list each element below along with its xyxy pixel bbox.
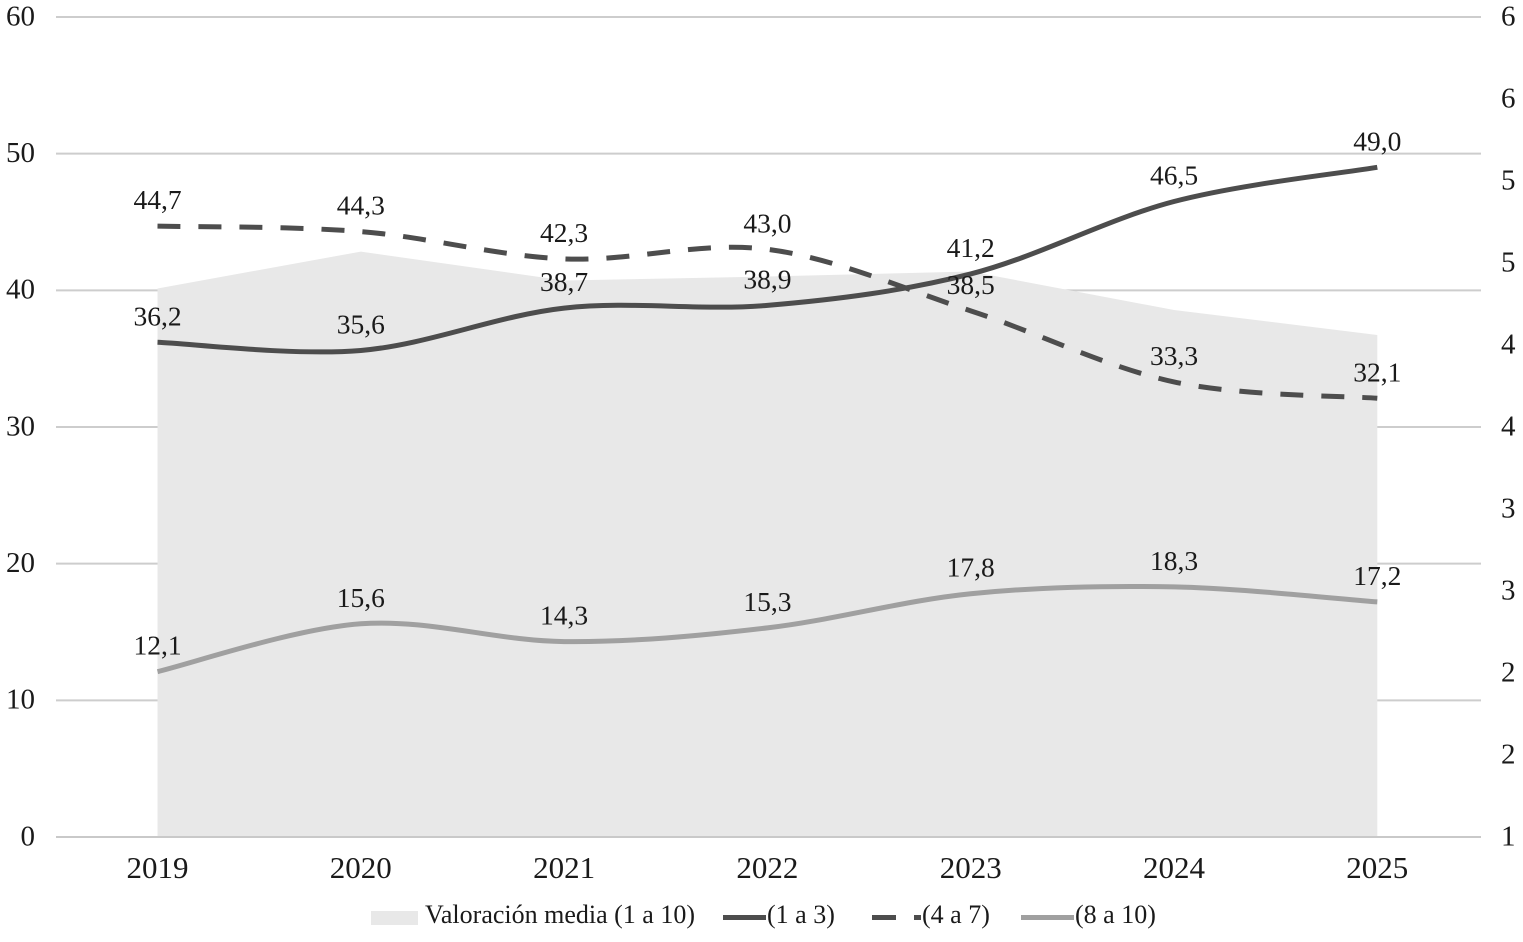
svg-text:12,1: 12,1 [133,630,181,661]
svg-text:42,3: 42,3 [540,217,588,248]
svg-text:17,2: 17,2 [1353,560,1401,591]
svg-text:6: 6 [1501,82,1516,114]
svg-text:Valoración media (1 a 10): Valoración media (1 a 10) [425,900,695,929]
svg-text:5: 5 [1501,164,1516,196]
svg-text:2: 2 [1501,738,1516,770]
svg-text:33,3: 33,3 [1150,340,1198,371]
svg-text:2022: 2022 [736,850,798,885]
svg-text:41,2: 41,2 [947,232,995,263]
svg-text:46,5: 46,5 [1150,160,1198,191]
svg-text:30: 30 [6,410,35,442]
svg-text:18,3: 18,3 [1150,545,1198,576]
svg-text:44,7: 44,7 [133,184,181,215]
svg-text:1: 1 [1501,820,1516,852]
svg-text:2020: 2020 [330,850,392,885]
svg-text:10: 10 [6,684,35,716]
svg-text:2: 2 [1501,656,1516,688]
svg-text:49,0: 49,0 [1353,125,1401,156]
svg-text:4: 4 [1501,410,1516,442]
svg-text:14,3: 14,3 [540,600,588,631]
svg-text:0: 0 [21,820,36,852]
svg-text:2023: 2023 [940,850,1002,885]
svg-text:(1 a 3): (1 a 3) [767,900,835,929]
svg-text:(8 a 10): (8 a 10) [1075,900,1156,929]
svg-text:43,0: 43,0 [743,207,791,238]
svg-text:20: 20 [6,547,35,579]
svg-text:50: 50 [6,137,35,169]
svg-text:15,3: 15,3 [743,586,791,617]
svg-text:38,5: 38,5 [947,269,995,300]
svg-text:60: 60 [6,0,35,32]
svg-text:(4 a 7): (4 a 7) [922,900,990,929]
svg-text:40: 40 [6,274,35,306]
svg-text:4: 4 [1501,328,1516,360]
svg-text:44,3: 44,3 [337,190,385,221]
svg-text:35,6: 35,6 [337,308,385,339]
svg-text:38,9: 38,9 [743,263,791,294]
svg-text:2021: 2021 [533,850,595,885]
svg-text:17,8: 17,8 [947,552,995,583]
svg-text:6: 6 [1501,0,1516,32]
svg-text:2025: 2025 [1346,850,1408,885]
svg-text:3: 3 [1501,492,1516,524]
svg-text:32,1: 32,1 [1353,356,1401,387]
svg-text:38,7: 38,7 [540,266,588,297]
svg-text:3: 3 [1501,574,1516,606]
svg-text:36,2: 36,2 [133,300,181,331]
svg-text:2024: 2024 [1143,850,1206,885]
svg-text:2019: 2019 [127,850,189,885]
svg-text:5: 5 [1501,246,1516,278]
svg-text:15,6: 15,6 [337,582,385,613]
